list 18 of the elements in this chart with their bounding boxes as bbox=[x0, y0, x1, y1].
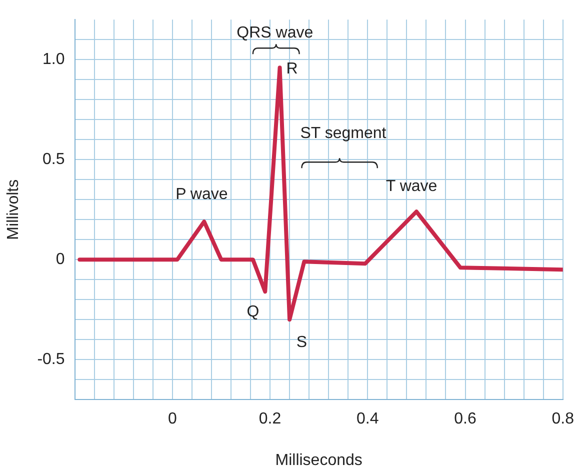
x-tick-label: 0.4 bbox=[356, 410, 379, 428]
annotation: ST segment bbox=[300, 125, 387, 142]
annotation: R bbox=[286, 60, 298, 78]
x-tick-label: 0.6 bbox=[454, 410, 476, 428]
x-tick-label: 0.2 bbox=[258, 410, 282, 428]
y-tick-label: 0.5 bbox=[42, 151, 65, 168]
x-tick-label: 0 bbox=[168, 410, 177, 428]
annotation: P wave bbox=[176, 186, 228, 203]
x-axis-title: Milliseconds bbox=[275, 452, 362, 469]
annotation: QRS wave bbox=[236, 24, 314, 42]
y-axis-title: Millivolts bbox=[5, 179, 22, 240]
y-tick-label: 1.0 bbox=[42, 51, 65, 68]
annotation: Q bbox=[246, 304, 260, 321]
x-tick-label: 0.8 bbox=[552, 410, 574, 428]
y-tick-label: -0.5 bbox=[37, 351, 65, 368]
annotation: T wave bbox=[386, 178, 438, 196]
annotation: S bbox=[296, 334, 308, 352]
y-tick-label: 0 bbox=[56, 251, 65, 268]
